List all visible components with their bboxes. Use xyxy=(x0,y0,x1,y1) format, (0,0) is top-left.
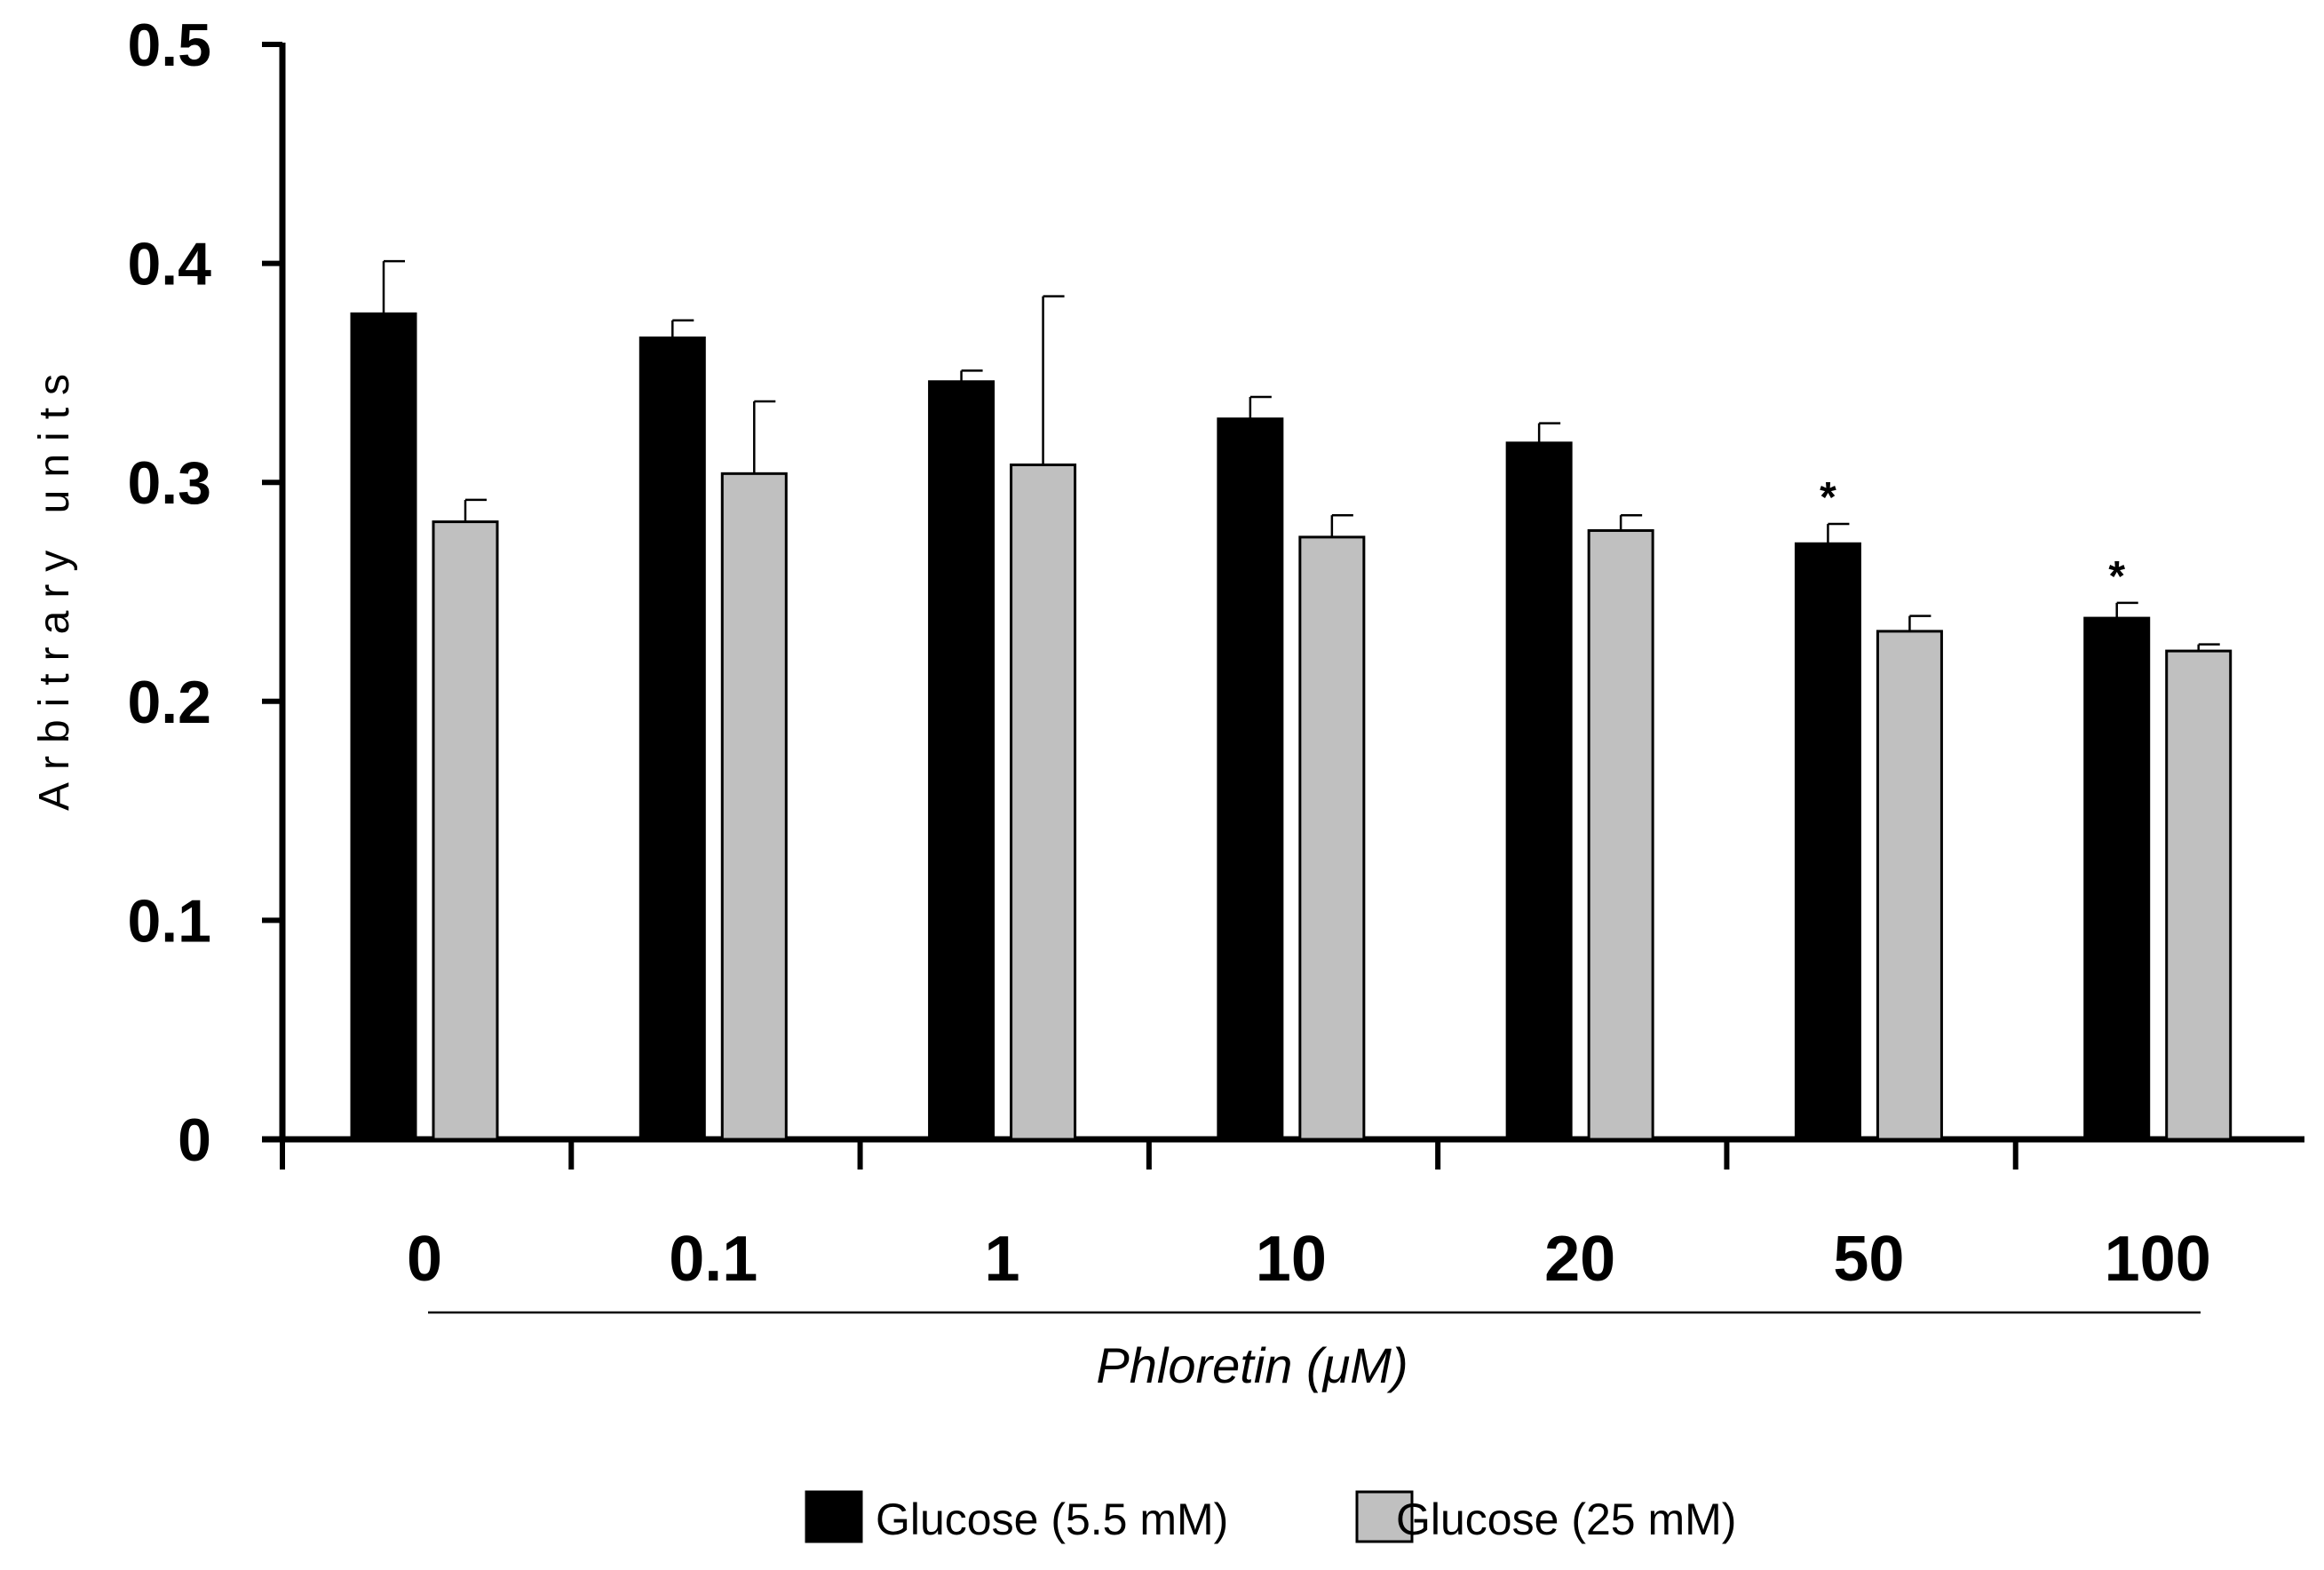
legend-label-series-1: Glucose (5.5 mM) xyxy=(876,1495,1228,1544)
x-axis-label: Phloretin (μM) xyxy=(1096,1337,1408,1393)
x-tick-label: 50 xyxy=(1833,1224,1904,1295)
bar-glucose-5-5-0.1 xyxy=(639,336,706,1141)
bar-glucose-5-5-10 xyxy=(1217,417,1284,1141)
axes xyxy=(262,42,2304,1170)
y-tick-label: 0.4 xyxy=(127,231,211,298)
x-tick-label: 100 xyxy=(2105,1224,2211,1295)
y-tick-label: 0.1 xyxy=(127,887,211,955)
y-tick-label: 0.3 xyxy=(127,449,211,517)
bar-glucose-25-1 xyxy=(1010,463,1077,1141)
significance-marker: * xyxy=(1820,474,1836,521)
bar-glucose-5-5-0 xyxy=(350,312,417,1141)
bar-glucose-25-10 xyxy=(1298,535,1366,1141)
bar-glucose-5-5-20 xyxy=(1505,441,1573,1141)
bars xyxy=(350,259,2233,1141)
bar-glucose-25-0.1 xyxy=(720,472,788,1141)
labels: 0 0.1 0.2 0.3 0.4 0.5 0 0.1 1 10 20 * 50 * 100 xyxy=(127,12,2210,1295)
x-tick-label: 10 xyxy=(1256,1224,1327,1295)
bar-glucose-25-0 xyxy=(432,520,499,1141)
bar-glucose-25-20 xyxy=(1587,528,1654,1141)
bar-glucose-5-5-100 xyxy=(2083,616,2151,1141)
y-tick-label: 0 xyxy=(178,1106,211,1174)
x-tick-label: 0 xyxy=(407,1224,442,1295)
legend-swatch-series-2 xyxy=(1355,1490,1414,1543)
legend-label-series-2: Glucose (25 mM) xyxy=(1396,1495,1736,1544)
significance-marker: * xyxy=(2108,553,2125,600)
bar-glucose-25-100 xyxy=(2165,649,2233,1141)
x-tick-label: 0.1 xyxy=(669,1224,757,1295)
bar-glucose-25-50 xyxy=(1876,630,1943,1141)
y-tick-label: 0.2 xyxy=(127,669,211,736)
legend-swatch-series-1 xyxy=(805,1490,863,1543)
y-axis-label: Arbitrary units xyxy=(31,361,78,811)
bar-glucose-5-5-50 xyxy=(1794,542,1861,1141)
x-tick-label: 1 xyxy=(985,1224,1020,1295)
legend: Glucose (5.5 mM) Glucose (25 mM) xyxy=(805,1490,1736,1544)
x-tick-label: 20 xyxy=(1544,1224,1615,1295)
y-tick-label: 0.5 xyxy=(127,12,211,79)
bar-glucose-5-5-1 xyxy=(928,380,995,1141)
